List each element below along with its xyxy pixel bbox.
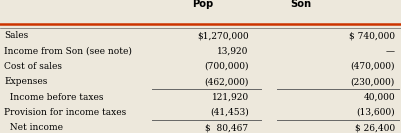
Text: —: — — [386, 47, 395, 56]
Text: (700,000): (700,000) — [204, 62, 249, 71]
Text: 40,000: 40,000 — [363, 93, 395, 102]
Text: $ 740,000: $ 740,000 — [349, 31, 395, 40]
Text: $  80,467: $ 80,467 — [205, 123, 249, 132]
Text: (230,000): (230,000) — [351, 77, 395, 86]
Text: $ 26,400: $ 26,400 — [355, 123, 395, 132]
Text: (41,453): (41,453) — [210, 108, 249, 117]
Text: Son: Son — [290, 0, 311, 9]
Text: Net income: Net income — [4, 123, 63, 132]
Text: 13,920: 13,920 — [217, 47, 249, 56]
Text: (13,600): (13,600) — [356, 108, 395, 117]
Text: Income before taxes: Income before taxes — [4, 93, 103, 102]
Text: Sales: Sales — [4, 31, 28, 40]
Text: (462,000): (462,000) — [204, 77, 249, 86]
Text: Expenses: Expenses — [4, 77, 47, 86]
Text: (470,000): (470,000) — [350, 62, 395, 71]
Text: Pop: Pop — [192, 0, 213, 9]
Text: 121,920: 121,920 — [211, 93, 249, 102]
Text: Income from Son (see note): Income from Son (see note) — [4, 47, 132, 56]
Text: Provision for income taxes: Provision for income taxes — [4, 108, 126, 117]
Text: $1,270,000: $1,270,000 — [197, 31, 249, 40]
Text: Cost of sales: Cost of sales — [4, 62, 62, 71]
